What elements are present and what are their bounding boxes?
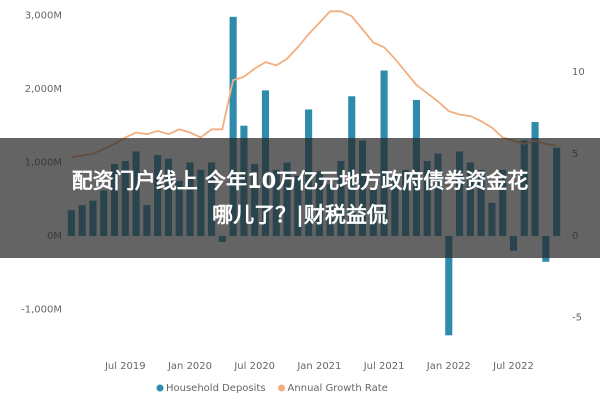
y2-tick-label: 10 xyxy=(572,67,585,78)
y-tick-label: 3,000M xyxy=(25,10,62,21)
y-tick-label: 2,000M xyxy=(25,84,62,95)
bar xyxy=(445,236,453,336)
x-tick-label: Jul 2022 xyxy=(492,361,534,372)
legend-swatch xyxy=(278,384,286,392)
y2-tick-label: -5 xyxy=(572,313,582,324)
overlay-band xyxy=(0,138,600,258)
x-tick-label: Jul 2019 xyxy=(104,361,146,372)
overlay-text: 哪儿了？|财税益侃 xyxy=(212,203,388,228)
legend-swatch xyxy=(156,384,164,392)
line xyxy=(71,10,557,158)
x-tick-label: Jul 2020 xyxy=(233,361,275,372)
y-tick-label: -1,000M xyxy=(21,305,62,316)
x-tick-label: Jul 2021 xyxy=(363,361,405,372)
x-tick-label: Jan 2020 xyxy=(167,361,212,372)
x-tick-label: Jan 2021 xyxy=(296,361,341,372)
bar xyxy=(229,16,237,237)
overlay-text: 配资门户线上 今年10万亿元地方政府债券资金花 xyxy=(72,169,529,193)
x-tick-label: Jan 2022 xyxy=(426,361,471,372)
legend-label: Household Deposits xyxy=(166,383,266,394)
legend-label: Annual Growth Rate xyxy=(288,383,388,394)
